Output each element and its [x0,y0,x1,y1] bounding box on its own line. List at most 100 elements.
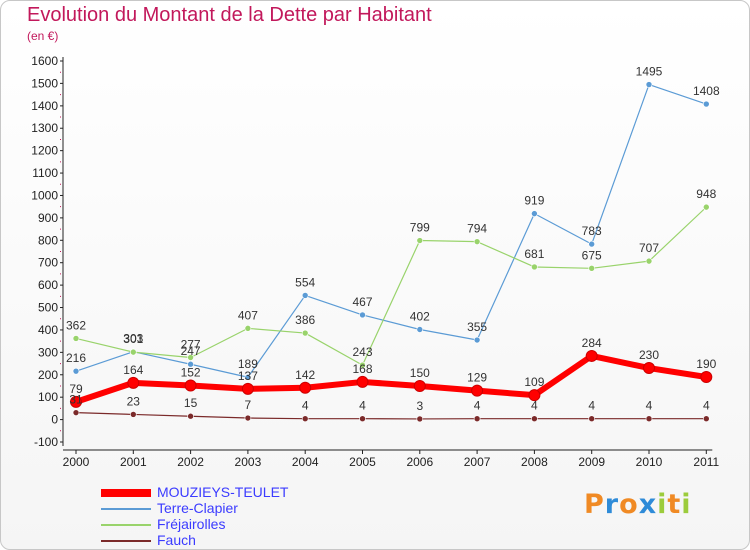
data-point-mouzieys-teulet [299,381,312,394]
data-label-mouzieys-teulet: 164 [123,363,143,377]
logo-letter: r [604,489,620,520]
x-tick-label: 2001 [120,455,147,469]
series-line-fauch [75,412,707,420]
data-point-fauch [702,415,710,422]
data-label-terre-clapier: 189 [238,357,258,371]
data-label-terre-clapier: 467 [352,295,372,309]
data-label-terre-clapier: 303 [123,332,143,346]
legend-label-mouzieys-teulet: MOUZIEYS-TEULET [157,484,289,500]
data-label-fauch: 3 [416,399,423,413]
data-label-frejairolles: 407 [238,308,258,322]
data-label-terre-clapier: 783 [582,224,602,238]
data-label-mouzieys-teulet: 284 [582,336,602,350]
x-tick-label: 2009 [578,455,605,469]
legend-item-mouzieys-teulet: MOUZIEYS-TEULET [101,484,341,501]
data-point-mouzieys-teulet [70,395,82,408]
x-tick-label: 2005 [349,455,376,469]
data-point-frejairolles [301,329,309,337]
y-tick-label: 200 [38,368,58,382]
data-label-frejairolles: 362 [66,318,86,332]
legend-label-terre-clapier: Terre-Clapier [157,500,238,516]
data-label-terre-clapier: 355 [467,320,487,334]
x-tick-label: 2008 [521,455,548,469]
y-tick-label: 800 [38,233,58,247]
legend-swatch-terre-clapier [101,508,151,510]
legend-swatch-frejairolles [101,524,151,526]
data-point-mouzieys-teulet [471,384,484,397]
legend-item-terre-clapier: Terre-Clapier [101,500,341,517]
data-point-mouzieys-teulet [127,376,140,389]
data-point-fauch [301,415,309,422]
data-point-terre-clapier [531,210,538,217]
data-point-fauch [645,415,653,422]
data-point-terre-clapier [588,240,596,248]
y-tick-label: 1100 [32,166,58,180]
data-point-terre-clapier [473,336,481,344]
y-tick-label: 1600 [31,54,58,68]
data-point-fauch [72,409,80,416]
data-label-fauch: 4 [531,399,538,413]
chart-subtitle: (en €) [27,29,59,43]
logo-letter: i [657,489,668,520]
data-label-frejairolles: 707 [639,241,659,255]
data-point-fauch [359,415,366,422]
data-point-frejairolles [72,335,80,342]
data-label-mouzieys-teulet: 230 [639,348,659,362]
logo-letter: x [638,489,658,520]
data-point-mouzieys-teulet [585,349,598,362]
data-label-frejairolles: 243 [352,345,372,359]
y-tick-label: -100 [34,435,58,449]
proxiti-logo: Proxiti [584,489,692,520]
data-label-fauch: 4 [588,399,595,413]
y-tick-label: 300 [38,345,58,359]
data-label-terre-clapier: 1408 [693,84,720,98]
y-tick-label: 600 [38,278,58,292]
logo-letter: P [584,489,605,520]
data-label-fauch: 23 [127,394,141,408]
data-label-fauch: 7 [245,398,252,412]
data-label-frejairolles: 799 [410,221,430,235]
data-point-terre-clapier [72,367,80,375]
data-point-frejairolles [588,265,596,272]
x-tick-label: 2007 [464,455,491,469]
y-tick-label: 500 [38,301,58,315]
data-label-frejairolles: 675 [582,248,602,262]
legend-swatch-fauch [101,540,151,542]
legend-swatch-mouzieys-teulet [101,489,151,497]
x-tick-label: 2011 [693,455,719,469]
legend-item-frejairolles: Fréjairolles [101,516,341,533]
data-point-frejairolles [416,237,424,244]
legend-item-fauch: Fauch [101,532,341,549]
data-point-terre-clapier [244,373,252,381]
data-point-frejairolles [359,361,366,369]
data-point-terre-clapier [187,360,194,368]
data-label-mouzieys-teulet: 79 [69,382,83,396]
data-point-frejairolles [531,263,538,271]
x-tick-label: 2000 [63,455,90,469]
data-label-mouzieys-teulet: 137 [238,369,258,383]
data-point-mouzieys-teulet [528,389,541,402]
legend-label-fauch: Fauch [157,532,196,548]
y-tick-label: 0 [51,413,58,427]
data-point-frejairolles [130,348,137,356]
data-point-fauch [130,411,137,418]
y-tick-label: 1000 [31,188,58,202]
data-label-mouzieys-teulet: 142 [295,368,315,382]
data-label-terre-clapier: 216 [66,351,86,365]
data-label-mouzieys-teulet: 150 [410,366,430,380]
data-label-mouzieys-teulet: 152 [181,366,201,380]
data-label-fauch: 15 [184,396,198,410]
y-tick-label: 100 [38,390,58,404]
logo-letter: t [667,489,682,520]
y-tick-label: 900 [38,211,58,225]
data-point-terre-clapier [301,292,309,299]
x-tick-label: 2002 [177,455,204,469]
data-point-frejairolles [244,325,252,332]
data-label-mouzieys-teulet: 190 [696,357,716,371]
series-layer [70,81,713,423]
data-point-terre-clapier [645,81,653,88]
data-point-fauch [531,415,538,422]
chart-title: Evolution du Montant de la Dette par Hab… [27,4,432,26]
